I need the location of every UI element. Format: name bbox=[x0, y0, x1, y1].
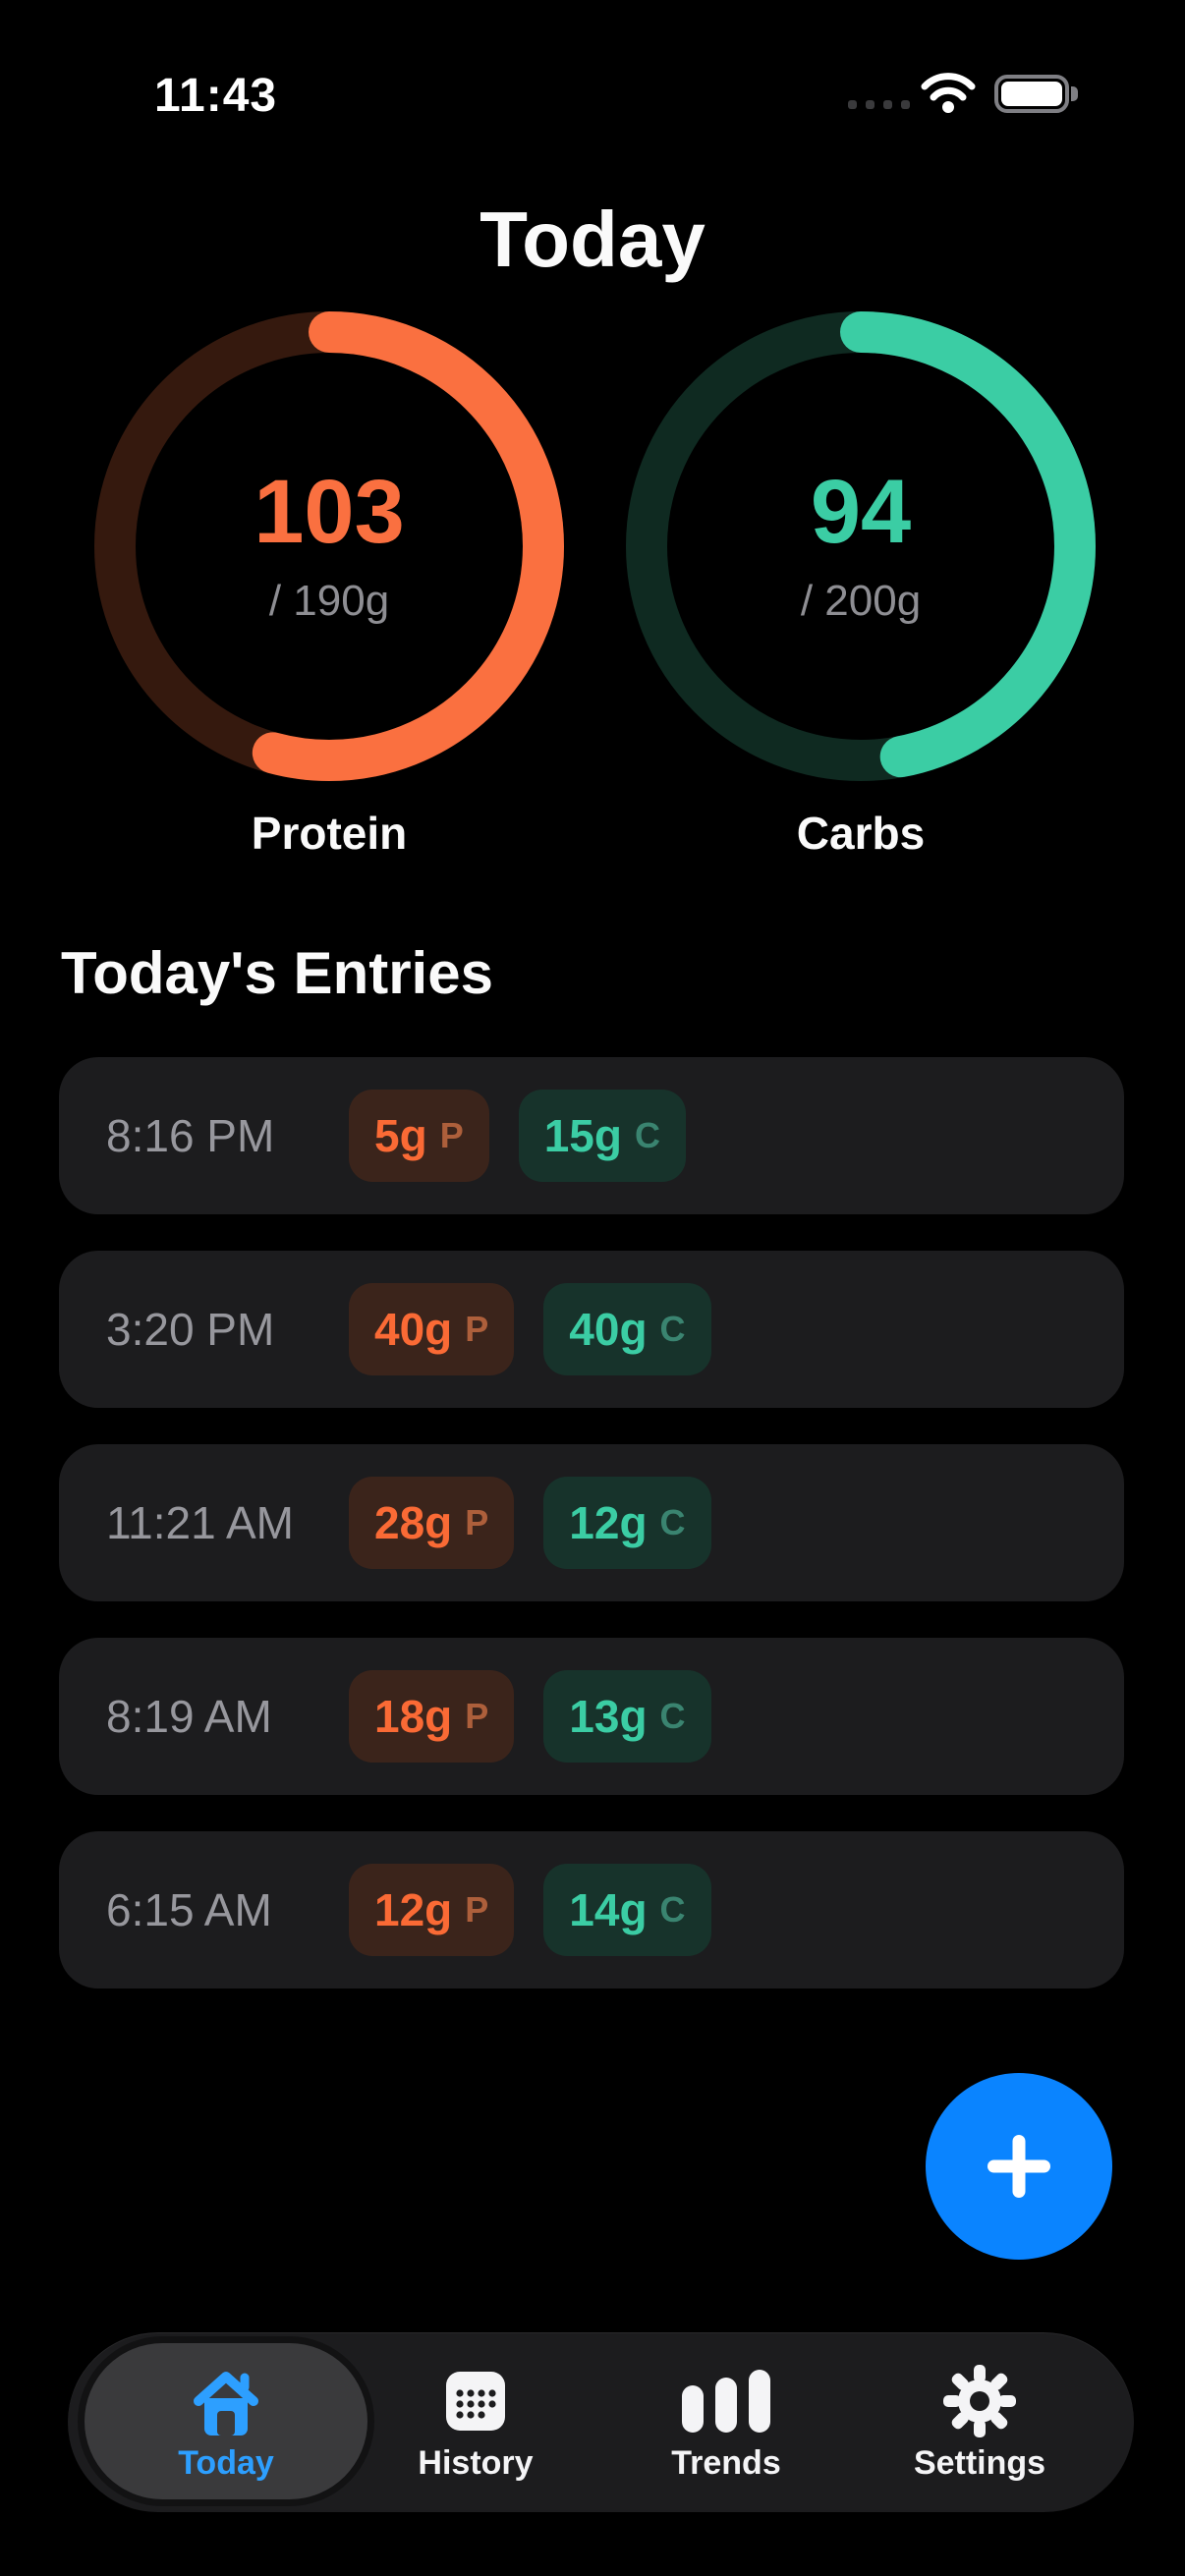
protein-badge-value: 18g bbox=[374, 1691, 453, 1742]
entry-time: 11:21 AM bbox=[106, 1497, 294, 1548]
macro-badges: 18g P 13g C bbox=[349, 1670, 711, 1763]
protein-badge-value: 40g bbox=[374, 1304, 453, 1355]
carbs-badge-suffix: C bbox=[659, 1502, 686, 1542]
carbs-badge-value: 14g bbox=[569, 1884, 648, 1935]
carbs-badge-suffix: C bbox=[659, 1309, 686, 1349]
protein-badge-value: 5g bbox=[374, 1110, 427, 1161]
entry-row[interactable]: 8:19 AM 18g P 13g C bbox=[59, 1638, 1124, 1795]
carbs-badge-value: 15g bbox=[543, 1110, 622, 1161]
trends-icon bbox=[682, 2366, 770, 2436]
entry-time: 6:15 AM bbox=[106, 1884, 272, 1935]
entry-row[interactable]: 11:21 AM 28g P 12g C bbox=[59, 1444, 1124, 1601]
carbs-badge: 15g C bbox=[518, 1090, 686, 1182]
protein-badge: 28g P bbox=[349, 1477, 515, 1569]
protein-badge-value: 12g bbox=[374, 1884, 453, 1935]
macro-badges: 5g P 15g C bbox=[349, 1090, 686, 1182]
protein-badge: 12g P bbox=[349, 1864, 515, 1956]
page-title: Today bbox=[480, 196, 705, 283]
carbs-badge-suffix: C bbox=[659, 1696, 686, 1736]
tab-today[interactable]: Today bbox=[108, 2332, 344, 2512]
carbs-badge: 14g C bbox=[543, 1864, 711, 1956]
carbs-badge-value: 40g bbox=[569, 1304, 648, 1355]
protein-current-value: 103 bbox=[254, 462, 405, 562]
entry-time: 3:20 PM bbox=[106, 1304, 275, 1355]
protein-badge-suffix: P bbox=[465, 1889, 489, 1930]
carbs-badge-suffix: C bbox=[634, 1115, 660, 1155]
macro-badges: 28g P 12g C bbox=[349, 1477, 711, 1569]
carbs-ring: 94 / 200g Carbs bbox=[626, 311, 1096, 860]
history-icon bbox=[443, 2366, 508, 2436]
protein-badge-value: 28g bbox=[374, 1497, 453, 1548]
entry-time: 8:16 PM bbox=[106, 1110, 275, 1161]
carbs-badge-suffix: C bbox=[659, 1889, 686, 1930]
cellular-dots-icon bbox=[848, 100, 910, 109]
carbs-ring-label: Carbs bbox=[796, 808, 926, 859]
protein-badge-suffix: P bbox=[465, 1696, 489, 1736]
settings-icon bbox=[942, 2364, 1017, 2437]
protein-ring-label: Protein bbox=[251, 808, 408, 859]
wifi-icon bbox=[920, 71, 977, 119]
carbs-current-value: 94 bbox=[810, 462, 912, 562]
home-icon bbox=[185, 2366, 267, 2436]
carbs-badge-value: 13g bbox=[569, 1691, 648, 1742]
protein-badge-suffix: P bbox=[465, 1309, 489, 1349]
protein-ring: 103 / 190g Protein bbox=[94, 311, 564, 860]
tab-bar: Today History Trends Settings bbox=[68, 2332, 1134, 2512]
carbs-badge: 13g C bbox=[543, 1670, 711, 1763]
macro-badges: 40g P 40g C bbox=[349, 1283, 711, 1375]
status-time: 11:43 bbox=[154, 70, 278, 122]
carbs-badge: 12g C bbox=[543, 1477, 711, 1569]
entry-row[interactable]: 3:20 PM 40g P 40g C bbox=[59, 1251, 1124, 1408]
macro-badges: 12g P 14g C bbox=[349, 1864, 711, 1956]
carbs-badge-value: 12g bbox=[569, 1497, 648, 1548]
protein-badge: 40g P bbox=[349, 1283, 515, 1375]
entry-row[interactable]: 6:15 AM 12g P 14g C bbox=[59, 1831, 1124, 1988]
protein-badge-suffix: P bbox=[465, 1502, 489, 1542]
add-entry-button[interactable] bbox=[926, 2073, 1112, 2260]
tab-trends[interactable]: Trends bbox=[608, 2332, 844, 2512]
protein-goal: / 190g bbox=[268, 577, 390, 625]
carbs-badge: 40g C bbox=[543, 1283, 711, 1375]
entries-section-title: Today's Entries bbox=[61, 940, 493, 1006]
protein-badge-suffix: P bbox=[439, 1115, 464, 1155]
battery-icon bbox=[994, 75, 1078, 113]
entry-time: 8:19 AM bbox=[106, 1691, 272, 1742]
tab-settings[interactable]: Settings bbox=[862, 2332, 1098, 2512]
protein-badge: 5g P bbox=[349, 1090, 489, 1182]
tab-history[interactable]: History bbox=[358, 2332, 593, 2512]
entry-row[interactable]: 8:16 PM 5g P 15g C bbox=[59, 1057, 1124, 1214]
carbs-goal: / 200g bbox=[800, 577, 922, 625]
protein-badge: 18g P bbox=[349, 1670, 515, 1763]
entries-list: 8:16 PM 5g P 15g C 3:20 PM 40g P 40 bbox=[59, 1057, 1124, 1988]
